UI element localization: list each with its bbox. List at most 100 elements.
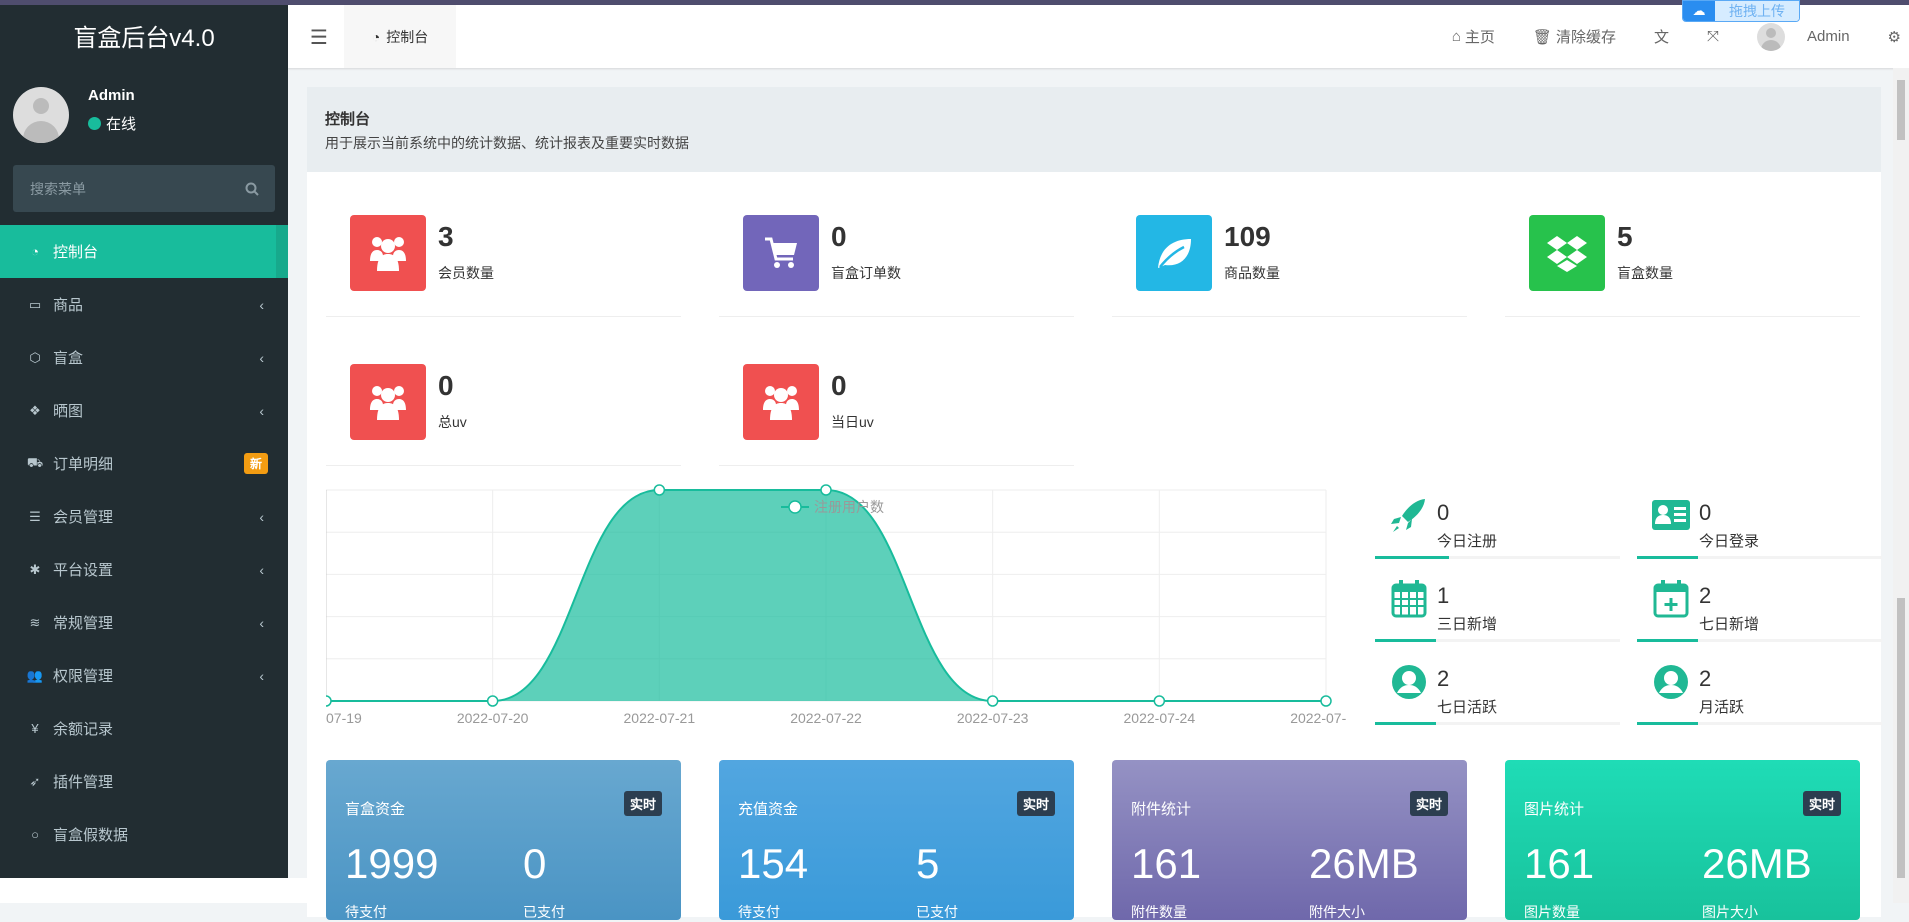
stat-label: 商品数量 xyxy=(1224,265,1280,281)
sidebar-item-label: 盲盒假数据 xyxy=(53,827,129,844)
progress-bar xyxy=(1375,639,1620,642)
settings-gears-icon[interactable]: ⚙ xyxy=(1887,28,1901,46)
users-icon xyxy=(743,364,819,440)
window-top-strip xyxy=(0,0,1909,5)
stat-card: 5 盲盒数量 xyxy=(1505,215,1860,317)
page-header: 控制台 用于展示当前系统中的统计数据、统计报表及重要实时数据 xyxy=(307,87,1881,172)
chevron-left-icon: ‹ xyxy=(259,296,264,313)
search-icon[interactable] xyxy=(245,182,259,196)
stat-card: 0 总uv xyxy=(326,364,681,466)
chevron-left-icon: ‹ xyxy=(259,402,264,419)
page-title: 控制台 xyxy=(325,111,371,128)
sidebar-item-6[interactable]: ✱ 平台设置 ‹ xyxy=(0,543,288,596)
sidebar-item-10[interactable]: ➶ 插件管理 xyxy=(0,755,288,808)
summary-card: 充值资金 实时 154 5 待支付 已支付 xyxy=(719,760,1074,920)
stat-value: 3 xyxy=(438,221,454,252)
header-user-name: Admin xyxy=(1807,28,1850,45)
data-point xyxy=(1153,695,1166,707)
chevron-left-icon: ‹ xyxy=(259,561,264,578)
clear-cache-button[interactable]: 🗑 清除缓存 xyxy=(1533,26,1616,47)
chevron-left-icon: ‹ xyxy=(259,508,264,525)
shopping-bag-icon: ▭ xyxy=(28,296,42,312)
stat-value: 0 xyxy=(831,370,847,401)
sidebar-item-label: 商品 xyxy=(53,297,84,314)
sidebar-item-label: 权限管理 xyxy=(53,668,114,685)
x-tick-label: 2022-07-21 xyxy=(624,710,696,726)
sidebar-item-9[interactable]: ¥ 余额记录 xyxy=(0,702,288,755)
sidebar-item-label: 控制台 xyxy=(53,244,99,261)
sidebar-item-label: 平台设置 xyxy=(53,562,114,579)
sidebar-item-0[interactable]: ◔ 控制台 xyxy=(0,225,288,278)
sidebar-item-11[interactable]: ○ 盲盒假数据 xyxy=(0,808,288,861)
side-stat-label: 三日新增 xyxy=(1437,616,1498,633)
chevron-left-icon: ‹ xyxy=(259,349,264,366)
card-value-primary: 154 xyxy=(738,840,809,887)
cart-icon: ⛟ xyxy=(26,454,44,470)
stat-card: 0 盲盒订单数 xyxy=(719,215,1074,317)
card-value-secondary: 0 xyxy=(523,840,547,887)
sidebar-item-8[interactable]: 👥 权限管理 ‹ xyxy=(0,649,288,702)
x-tick-label: 2022-07-22 xyxy=(790,710,862,726)
summary-card: 盲盒资金 实时 1999 0 待支付 已支付 xyxy=(326,760,681,920)
drag-upload-button[interactable]: ☁ 拖拽上传 xyxy=(1682,0,1800,22)
stat-value: 5 xyxy=(1617,221,1633,252)
tab-dashboard[interactable]: ◔ 控制台 xyxy=(344,5,456,68)
x-tick-label: 2022-07-23 xyxy=(957,710,1029,726)
stat-label: 盲盒订单数 xyxy=(831,265,901,281)
sidebar-item-5[interactable]: ☰ 会员管理 ‹ xyxy=(0,490,288,543)
summary-card: 附件统计 实时 161 26MB 附件数量 附件大小 xyxy=(1112,760,1467,920)
sidebar-item-1[interactable]: ▭ 商品 ‹ xyxy=(0,278,288,331)
side-stat-label: 月活跃 xyxy=(1699,699,1745,716)
home-link[interactable]: ⌂ 主页 xyxy=(1452,26,1495,47)
search-placeholder: 搜索菜单 xyxy=(30,180,86,197)
side-stat-value: 0 xyxy=(1699,500,1712,525)
scrollbar[interactable] xyxy=(1893,68,1909,903)
side-stat-label: 七日活跃 xyxy=(1437,699,1498,716)
card-sublabel-primary: 待支付 xyxy=(345,904,387,920)
stat-card: 0 当日uv xyxy=(719,364,1074,466)
stat-label: 当日uv xyxy=(831,414,874,430)
sidebar-item-3[interactable]: ❖ 晒图 ‹ xyxy=(0,384,288,437)
card-sublabel-secondary: 附件大小 xyxy=(1309,904,1365,920)
language-icon[interactable]: 文 xyxy=(1653,29,1669,46)
chevron-left-icon: ‹ xyxy=(259,667,264,684)
card-sublabel-secondary: 已支付 xyxy=(916,904,958,920)
card-title: 图片统计 xyxy=(1524,801,1585,818)
users-icon xyxy=(350,364,426,440)
stat-value: 0 xyxy=(831,221,847,252)
card-value-primary: 161 xyxy=(1131,840,1202,887)
user-name: Admin xyxy=(88,87,135,104)
legend-marker xyxy=(788,500,802,514)
chevron-left-icon: ‹ xyxy=(259,614,264,631)
side-stat-value: 1 xyxy=(1437,583,1450,608)
sidebar: 盲盒后台v4.0 Admin 在线 搜索菜单 ◔ 控制台 ▭ 商品 ‹ ⬡ 盲盒 ‹ ❖ 晒图 ‹ ⛟… xyxy=(0,5,288,878)
menu-toggle-icon[interactable]: ☰ xyxy=(310,27,328,49)
progress-bar xyxy=(1637,556,1882,559)
page-subtitle: 用于展示当前系统中的统计数据、统计报表及重要实时数据 xyxy=(325,135,689,151)
user-menu[interactable]: Admin xyxy=(1757,22,1850,51)
new-badge: 新 xyxy=(243,453,268,474)
rocket-icon: ➶ xyxy=(29,773,41,789)
data-point xyxy=(486,695,499,707)
home-label: 主页 xyxy=(1464,29,1495,46)
progress-bar xyxy=(1637,639,1882,642)
fullscreen-icon[interactable]: ⤧ xyxy=(1707,28,1720,45)
trash-icon: 🗑 xyxy=(1532,28,1552,46)
home-icon: ⌂ xyxy=(1451,28,1461,45)
sidebar-item-2[interactable]: ⬡ 盲盒 ‹ xyxy=(0,331,288,384)
sidebar-item-7[interactable]: ≋ 常规管理 ‹ xyxy=(0,596,288,649)
sidebar-item-4[interactable]: ⛟ 订单明细 新 xyxy=(0,437,288,490)
app-logo[interactable]: 盲盒后台v4.0 xyxy=(0,5,288,73)
search-input[interactable]: 搜索菜单 xyxy=(13,165,275,212)
realtime-badge: 实时 xyxy=(1802,791,1841,816)
stat-value: 109 xyxy=(1224,221,1271,252)
side-stat: 2 月活跃 xyxy=(1637,654,1882,737)
card-value-primary: 161 xyxy=(1524,840,1595,887)
side-stat: 2 七日活跃 xyxy=(1375,654,1620,737)
realtime-badge: 实时 xyxy=(623,791,662,816)
sidebar-item-label: 盲盒 xyxy=(53,350,84,367)
stat-value: 0 xyxy=(438,370,454,401)
user-panel: Admin 在线 xyxy=(0,73,288,165)
users-icon xyxy=(350,215,426,291)
sidebar-item-12[interactable]: ◉在线命令 xyxy=(0,861,288,878)
